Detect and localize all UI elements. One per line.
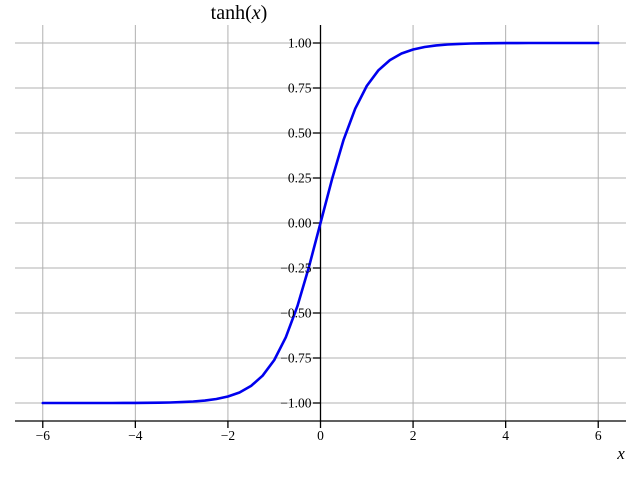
- x-tick-label: −6: [36, 428, 51, 443]
- y-tick-label: −0.25: [280, 261, 311, 276]
- x-axis-label: x: [617, 444, 625, 463]
- x-tick-label: 2: [410, 428, 417, 443]
- y-tick-label: 0.50: [288, 126, 312, 141]
- plot-title-variable: x: [251, 2, 261, 24]
- x-tick-label: −4: [128, 428, 143, 443]
- y-tick-label: 0.00: [288, 216, 312, 231]
- y-tick-label: −1.00: [280, 396, 311, 411]
- y-tick-label: −0.75: [280, 351, 311, 366]
- plot-title: tanh(x): [211, 2, 268, 25]
- plot-title-suffix: ): [260, 2, 268, 24]
- x-tick-label: −2: [221, 428, 235, 443]
- x-tick-label: 6: [595, 428, 602, 443]
- x-tick-label: 0: [317, 428, 324, 443]
- y-tick-label: 0.25: [288, 171, 312, 186]
- tanh-curve: [41, 41, 600, 405]
- y-tick-label: −0.50: [280, 306, 311, 321]
- y-tick-label: 0.75: [288, 81, 312, 96]
- plot-title-prefix: tanh(: [210, 2, 252, 24]
- x-tick-label: 4: [502, 428, 509, 443]
- y-tick-label: 1.00: [288, 36, 312, 51]
